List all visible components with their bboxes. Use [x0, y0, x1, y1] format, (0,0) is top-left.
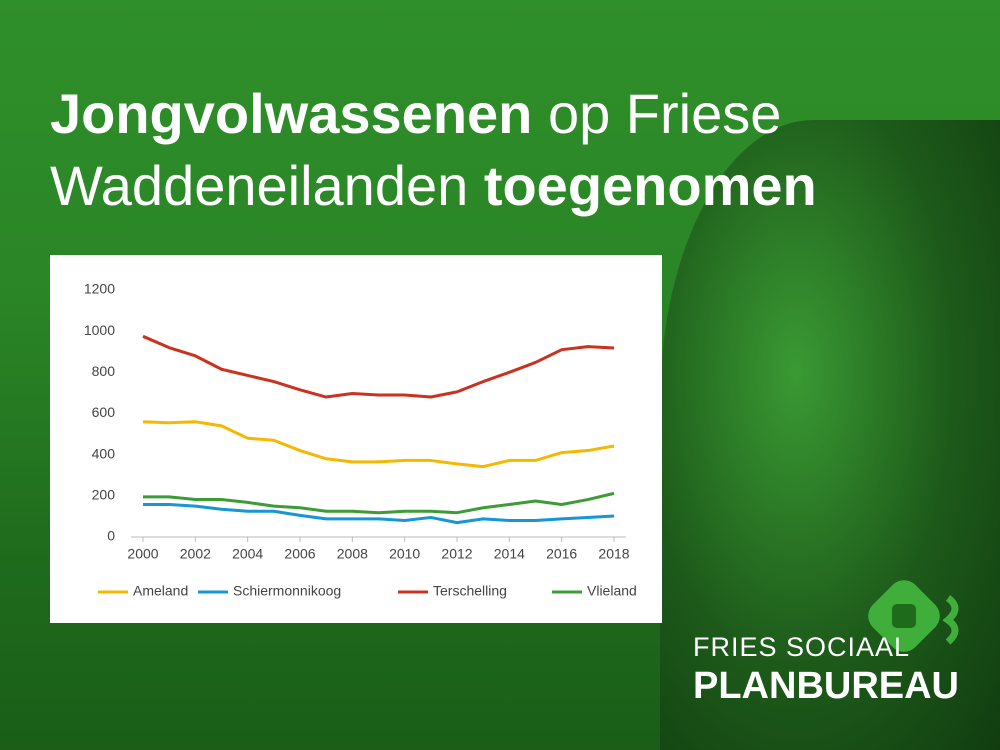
series-line	[143, 491, 615, 515]
series-line	[142, 420, 615, 469]
y-tick-label: 0	[107, 528, 115, 544]
y-tick-label: 1000	[84, 322, 115, 338]
x-tick-label: 2010	[389, 546, 420, 562]
x-tick-label: 2000	[127, 546, 158, 562]
series-line	[143, 502, 615, 525]
headline-text: Waddeneilanden	[50, 154, 469, 217]
logo: FRIES SOCIAAL PLANBUREAU	[693, 632, 959, 708]
headline-bold: Jongvolwassenen	[50, 82, 533, 145]
legend-label: Ameland	[133, 583, 188, 599]
x-tick-label: 2008	[337, 546, 368, 562]
x-tick-label: 2002	[180, 546, 211, 562]
legend-label: Vlieland	[587, 583, 637, 599]
x-tick-label: 2006	[284, 546, 315, 562]
y-tick-label: 400	[92, 445, 116, 461]
x-tick-label: 2016	[546, 546, 577, 562]
x-tick-label: 2018	[598, 546, 629, 562]
chart: 0 200 400 600 800 1000 1200 2000 2002 2004 2006 200…	[50, 255, 662, 623]
y-tick-label: 1200	[84, 281, 115, 297]
headline-bold: toegenomen	[483, 154, 817, 217]
y-tick-label: 800	[92, 363, 116, 379]
y-tick-label: 200	[92, 487, 116, 503]
logo-icon	[868, 580, 959, 652]
chart-background	[50, 255, 662, 623]
headline-text: op Friese	[547, 82, 782, 145]
series-line	[142, 334, 615, 399]
photo-shade	[660, 120, 1000, 750]
x-tick-label: 2014	[494, 546, 525, 562]
headline: Jongvolwassenen op Friese Waddeneilanden …	[50, 78, 817, 222]
y-tick-label: 600	[92, 404, 116, 420]
x-tick-label: 2004	[232, 546, 263, 562]
logo-line: PLANBUREAU	[693, 665, 959, 707]
x-tick-label: 2012	[441, 546, 472, 562]
legend-label: Terschelling	[433, 583, 507, 599]
legend-label: Schiermonnikoog	[233, 583, 341, 599]
logo-line: FRIES SOCIAAL	[693, 632, 911, 662]
